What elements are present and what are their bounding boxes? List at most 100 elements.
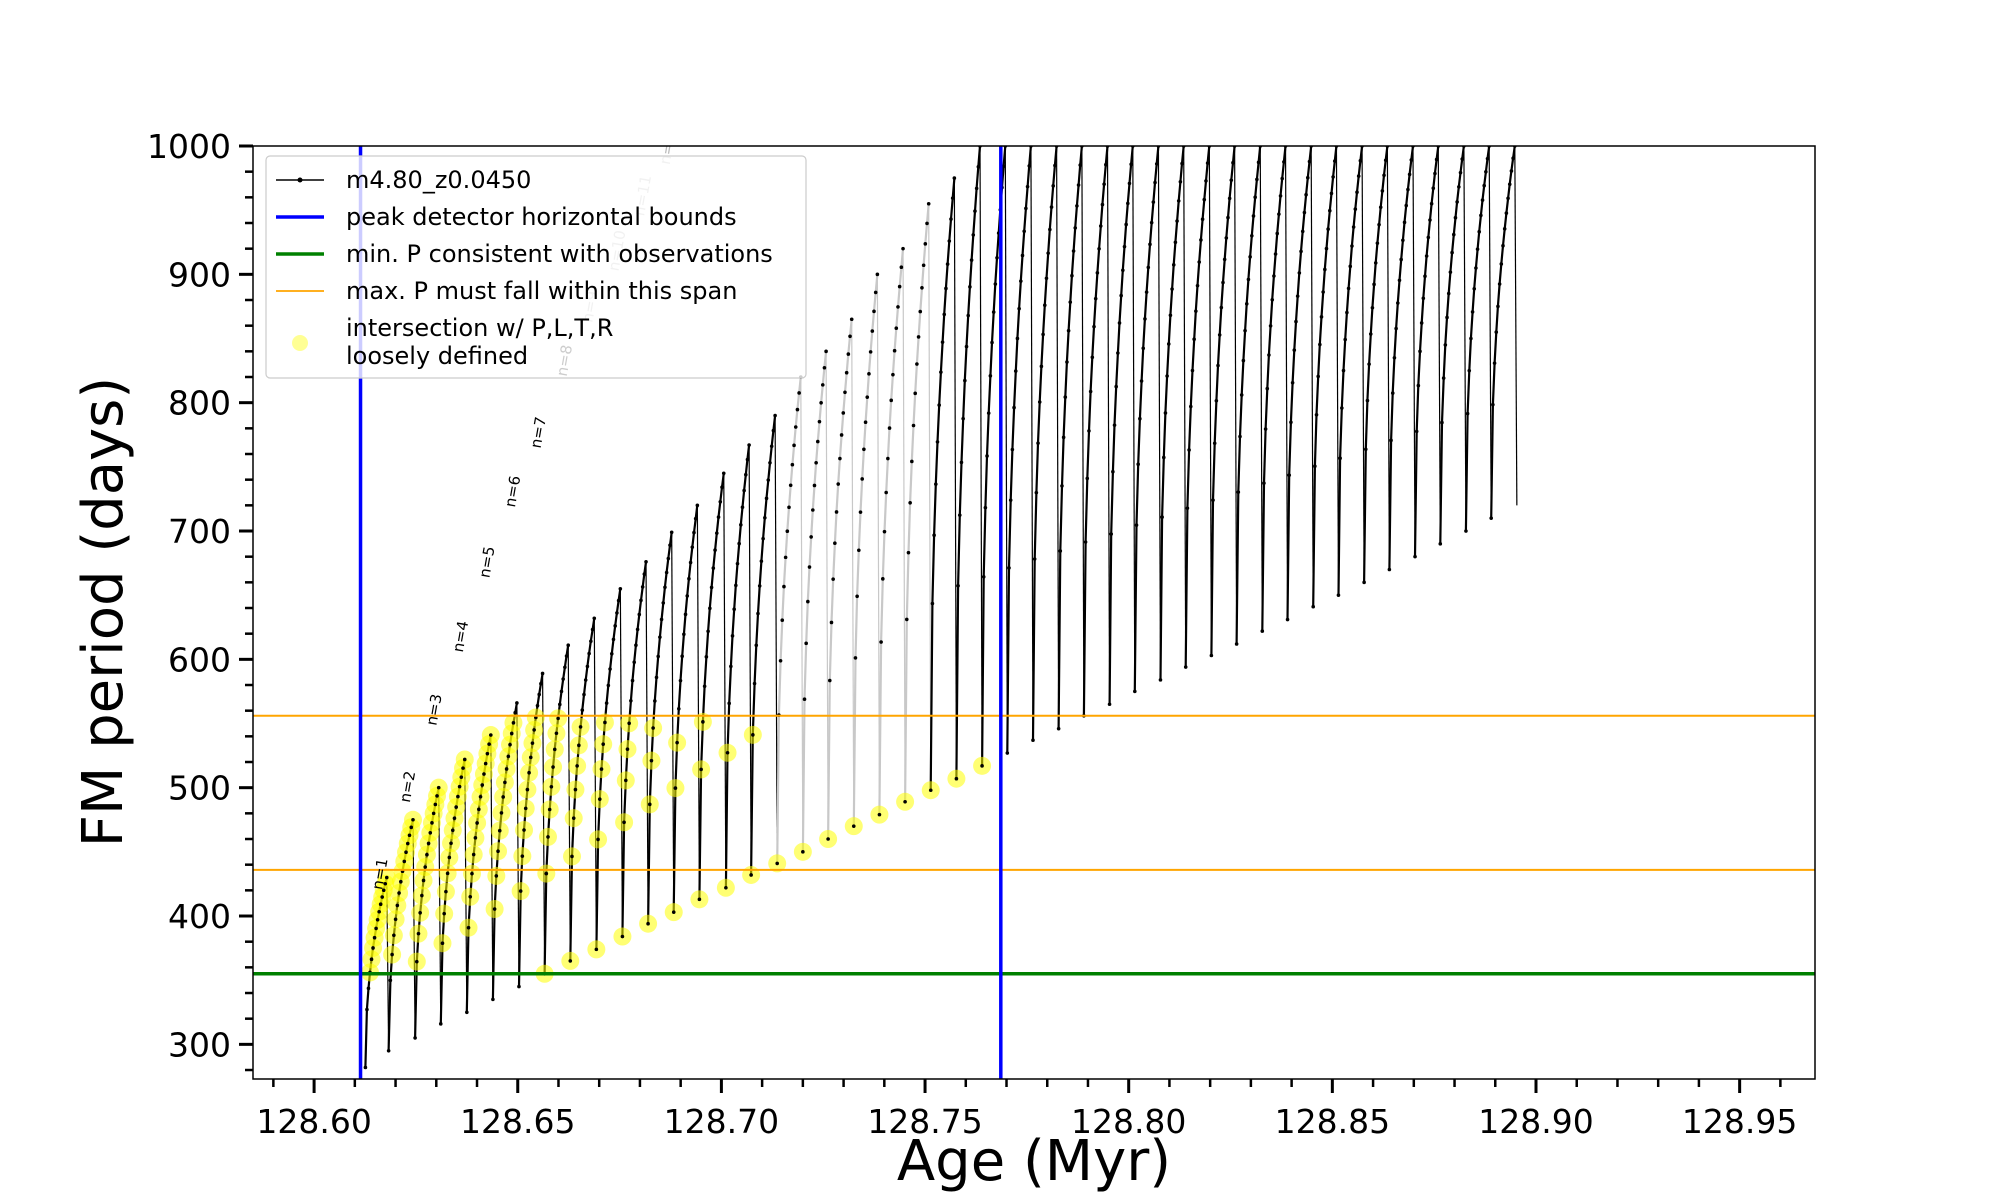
track-point xyxy=(1434,157,1439,162)
track-point xyxy=(901,246,905,251)
pulse-drop xyxy=(645,561,649,924)
track-point xyxy=(1056,726,1061,731)
track-point xyxy=(528,755,533,760)
track-point xyxy=(438,1022,443,1026)
track-point xyxy=(1479,213,1483,218)
track-point xyxy=(1294,319,1298,324)
track-point xyxy=(763,515,767,520)
track-point xyxy=(1482,183,1486,188)
track-point xyxy=(1426,235,1431,240)
track-point xyxy=(848,334,852,339)
pulse-drop xyxy=(825,351,829,840)
track-point xyxy=(843,390,847,395)
track-point xyxy=(764,496,769,501)
track-point xyxy=(1027,164,1032,168)
track-point xyxy=(775,861,779,866)
pulse-drop xyxy=(928,203,932,791)
track-point xyxy=(405,841,410,846)
track-point xyxy=(908,500,912,505)
pulse-drop xyxy=(1030,146,1034,741)
pulse-drop xyxy=(774,415,778,864)
track-point xyxy=(685,594,690,598)
track-point xyxy=(1316,374,1320,379)
track-point xyxy=(501,795,505,799)
track-point xyxy=(986,411,991,415)
track-point xyxy=(480,783,485,787)
track-point xyxy=(1017,306,1021,311)
track-point xyxy=(1246,277,1251,282)
track-point xyxy=(483,761,488,766)
track-point xyxy=(1285,617,1290,622)
track-point xyxy=(615,611,619,615)
track-point xyxy=(822,365,827,370)
track-point xyxy=(1243,328,1247,333)
track-point xyxy=(637,612,642,617)
track-point xyxy=(1389,438,1393,443)
track-point xyxy=(1143,317,1147,321)
track-point xyxy=(1173,240,1178,245)
track-point xyxy=(597,797,602,801)
track-point xyxy=(1351,225,1356,229)
track-point xyxy=(1025,184,1030,189)
track-point xyxy=(995,255,999,260)
track-point xyxy=(1345,310,1349,315)
track-point xyxy=(768,460,772,465)
track-point xyxy=(1414,429,1419,434)
pulse-annotation: n=1 xyxy=(368,857,391,891)
track-point xyxy=(1170,287,1174,291)
track-point xyxy=(1204,179,1208,183)
track-point xyxy=(640,585,645,589)
track-point xyxy=(926,201,931,206)
track-point xyxy=(892,348,897,353)
track-point xyxy=(506,754,511,759)
track-point xyxy=(491,997,495,1002)
track-point xyxy=(1227,196,1232,201)
track-point xyxy=(968,285,972,289)
track-point xyxy=(1455,200,1459,204)
track-point xyxy=(478,794,483,799)
track-point xyxy=(1102,182,1106,186)
track-point xyxy=(1314,412,1319,417)
legend: m4.80_z0.0450 peak detector horizontal b… xyxy=(265,155,807,379)
track-point xyxy=(1370,306,1375,310)
track-point xyxy=(959,460,964,465)
track-point xyxy=(993,282,998,286)
track-point xyxy=(1445,315,1449,320)
track-point xyxy=(609,651,614,656)
track-point xyxy=(1429,201,1434,206)
track-point xyxy=(1134,523,1139,527)
track-point xyxy=(804,641,808,646)
track-point xyxy=(1048,227,1052,232)
x-tick-label: 128.80 xyxy=(1071,1102,1186,1141)
track-point xyxy=(1051,184,1056,188)
track-point xyxy=(1053,163,1057,168)
track-point xyxy=(492,907,497,911)
track-point xyxy=(604,701,609,705)
track-point xyxy=(1402,220,1407,225)
pulse-annotation: n=4 xyxy=(449,619,472,653)
track-point xyxy=(530,741,535,745)
track-point xyxy=(1421,296,1426,301)
track-point xyxy=(669,530,674,535)
track-point xyxy=(790,462,795,467)
track-point xyxy=(1260,629,1265,633)
track-point xyxy=(899,265,904,270)
track-point xyxy=(740,505,745,510)
track-point xyxy=(688,560,693,565)
track-point xyxy=(884,490,888,495)
track-point xyxy=(1383,158,1388,163)
track-point xyxy=(812,483,817,488)
track-point xyxy=(855,594,859,599)
track-point xyxy=(509,731,514,736)
track-point xyxy=(1470,310,1475,314)
x-tick-label: 128.85 xyxy=(1275,1102,1390,1141)
track-point xyxy=(1141,346,1146,351)
track-point xyxy=(618,586,623,591)
track-point xyxy=(1149,220,1154,225)
track-point xyxy=(806,599,810,604)
track-point xyxy=(1032,557,1037,561)
track-point xyxy=(540,671,545,676)
pulse-drop xyxy=(1208,146,1212,656)
track-point xyxy=(797,391,801,395)
track-point xyxy=(1450,250,1454,255)
